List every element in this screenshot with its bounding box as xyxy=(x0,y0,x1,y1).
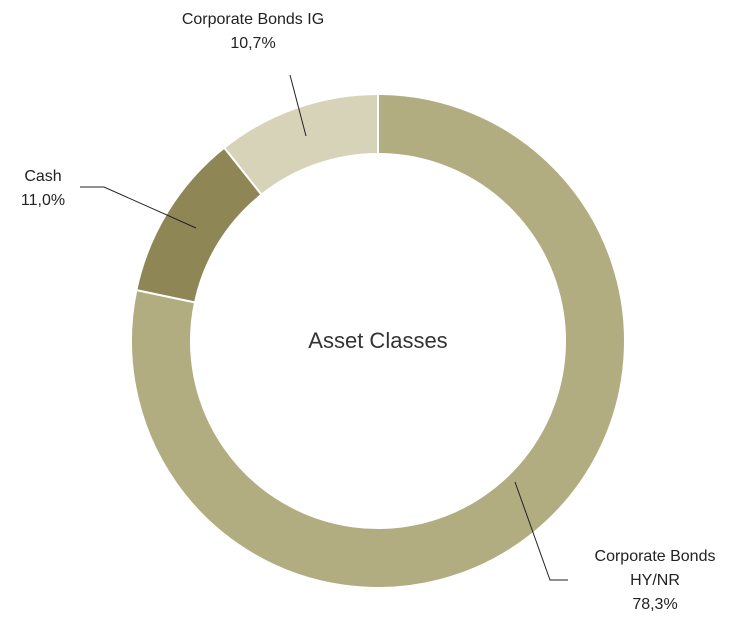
donut-slice xyxy=(135,146,263,304)
leader-line xyxy=(80,186,197,229)
donut-slice xyxy=(130,92,626,589)
category-name: Corporate Bonds IG xyxy=(181,11,325,28)
slice-label: Cash 11,0% xyxy=(0,165,86,213)
slice-label: Corporate Bonds HY/NR 78,3% xyxy=(575,545,735,617)
value-label: 11,0% xyxy=(20,192,66,209)
value-label: 78,3% xyxy=(632,596,678,613)
leader-line xyxy=(514,481,568,581)
center-label: Asset Classes xyxy=(308,328,448,353)
slice-label: Corporate Bonds IG 10,7% xyxy=(153,8,353,56)
category-name: Corporate Bonds HY/NR xyxy=(594,548,716,589)
leader-line xyxy=(289,74,307,137)
category-name: Cash xyxy=(24,168,62,185)
value-label: 10,7% xyxy=(230,35,276,52)
leader-lines xyxy=(80,74,568,581)
